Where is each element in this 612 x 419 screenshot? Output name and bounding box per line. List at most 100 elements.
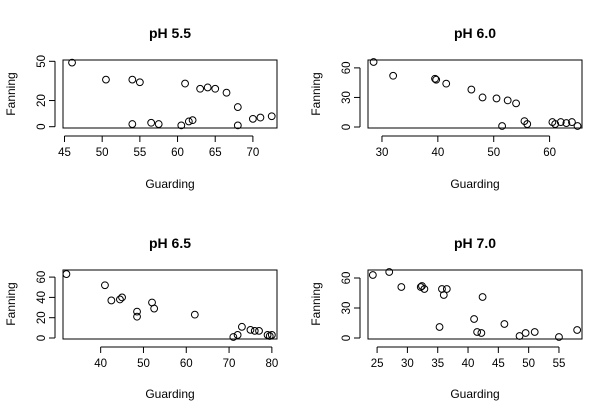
data-point bbox=[573, 122, 582, 130]
data-point bbox=[369, 58, 378, 66]
y-axis-label: Fanning bbox=[4, 282, 18, 325]
data-point bbox=[573, 326, 582, 334]
data-point bbox=[233, 331, 242, 339]
data-point bbox=[238, 322, 246, 331]
data-point bbox=[116, 295, 124, 304]
data-point bbox=[503, 96, 512, 105]
x-tick-label: 60 bbox=[171, 147, 184, 159]
x-tick-label: 55 bbox=[133, 147, 146, 159]
data-point bbox=[190, 310, 199, 319]
data-point bbox=[68, 58, 76, 67]
data-point bbox=[435, 323, 444, 331]
data-point bbox=[431, 74, 439, 83]
data-point bbox=[439, 291, 448, 299]
data-point bbox=[432, 75, 441, 84]
data-point bbox=[442, 285, 451, 293]
data-point bbox=[397, 283, 406, 291]
data-point bbox=[555, 333, 563, 341]
data-point bbox=[211, 84, 220, 93]
y-axis: 0 30 60 bbox=[341, 61, 361, 130]
data-point bbox=[133, 312, 141, 321]
y-tick-label: 0 bbox=[36, 335, 48, 341]
data-point bbox=[196, 84, 205, 93]
data-point bbox=[184, 117, 193, 126]
x-tick-label: 30 bbox=[401, 358, 414, 370]
data-point bbox=[177, 121, 186, 130]
data-point bbox=[233, 121, 242, 130]
x-tick-label: 50 bbox=[137, 358, 150, 370]
panel-title: pH 7.0 bbox=[454, 235, 496, 251]
panel-title: pH 5.5 bbox=[149, 25, 191, 41]
x-axis-label: Guarding bbox=[450, 177, 499, 191]
data-point bbox=[568, 118, 576, 126]
data-point bbox=[248, 114, 257, 123]
data-point bbox=[556, 118, 565, 126]
plot-frame bbox=[62, 269, 278, 340]
data-point bbox=[128, 120, 137, 128]
plot-frame bbox=[367, 269, 583, 340]
data-point bbox=[255, 326, 263, 335]
plot-frame bbox=[367, 59, 583, 129]
y-tick-label: 60 bbox=[36, 271, 48, 284]
x-axis-label: Guarding bbox=[145, 177, 194, 191]
x-tick-label: 40 bbox=[94, 358, 107, 370]
x-axis: 25 30 35 40 45 50 55 bbox=[371, 346, 566, 370]
data-point bbox=[515, 332, 524, 340]
data-points bbox=[368, 268, 582, 341]
data-point bbox=[181, 79, 189, 88]
data-point bbox=[154, 120, 163, 128]
panel-ph-5-5: pH 5.5 45 50 55 60 65 70 0 20 50 Guarding Fanni… bbox=[4, 25, 278, 191]
data-point bbox=[470, 315, 478, 323]
x-tick-label: 50 bbox=[96, 147, 109, 159]
data-point bbox=[478, 93, 487, 102]
x-tick-label: 45 bbox=[58, 147, 71, 159]
y-tick-label: 0 bbox=[341, 124, 353, 130]
y-tick-label: 60 bbox=[341, 61, 353, 74]
data-point bbox=[420, 285, 429, 293]
y-axis: 0 30 60 bbox=[341, 272, 361, 341]
x-axis-label: Guarding bbox=[450, 387, 499, 401]
data-point bbox=[267, 112, 276, 121]
x-tick-label: 55 bbox=[553, 358, 566, 370]
x-tick-label: 65 bbox=[209, 147, 222, 159]
data-point bbox=[500, 320, 509, 328]
data-point bbox=[222, 88, 231, 97]
data-point bbox=[102, 75, 110, 84]
data-point bbox=[135, 78, 144, 87]
data-point bbox=[203, 83, 212, 92]
y-axis-label: Fanning bbox=[309, 72, 323, 115]
data-point bbox=[478, 293, 487, 301]
panel-title: pH 6.0 bbox=[454, 25, 496, 41]
y-axis: 0 20 50 bbox=[36, 55, 56, 130]
x-axis: 45 50 55 60 65 70 bbox=[58, 135, 259, 159]
x-tick-label: 50 bbox=[522, 358, 535, 370]
data-point bbox=[128, 75, 137, 84]
x-axis: 30 40 50 60 bbox=[376, 135, 556, 159]
data-point bbox=[147, 118, 156, 127]
panel-title: pH 6.5 bbox=[149, 235, 191, 251]
data-points bbox=[62, 270, 276, 341]
x-tick-label: 60 bbox=[543, 147, 556, 159]
data-point bbox=[523, 120, 532, 128]
data-point bbox=[512, 99, 520, 108]
data-point bbox=[233, 103, 242, 111]
x-tick-label: 70 bbox=[223, 358, 236, 370]
data-point bbox=[246, 325, 255, 334]
data-point bbox=[188, 116, 197, 125]
y-tick-label: 30 bbox=[341, 302, 353, 315]
x-axis: 40 50 60 70 80 bbox=[94, 346, 278, 370]
y-axis: 0 20 40 60 bbox=[36, 271, 56, 341]
x-tick-label: 70 bbox=[246, 147, 259, 159]
data-point bbox=[492, 94, 501, 103]
data-point bbox=[562, 119, 571, 127]
x-tick-label: 40 bbox=[462, 358, 475, 370]
data-point bbox=[150, 304, 159, 313]
data-point bbox=[62, 270, 71, 278]
y-axis-label: Fanning bbox=[309, 282, 323, 325]
panel-ph-6-0: pH 6.0 30 40 50 60 0 30 60 Guarding Fanning bbox=[309, 25, 583, 191]
x-tick-label: 60 bbox=[180, 358, 193, 370]
x-tick-label: 35 bbox=[431, 358, 444, 370]
data-point bbox=[107, 296, 116, 305]
